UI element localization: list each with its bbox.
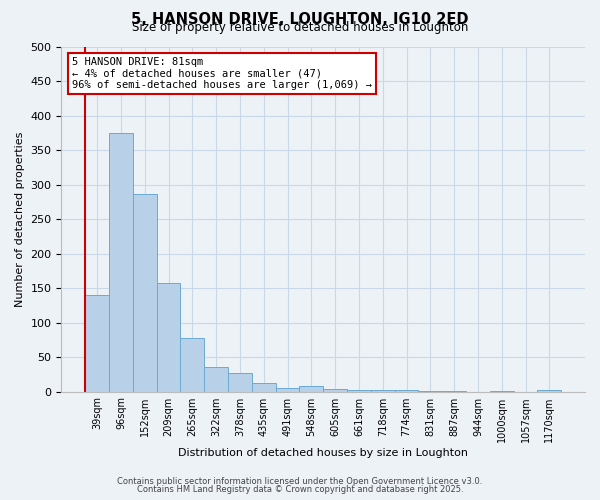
Text: 5 HANSON DRIVE: 81sqm
← 4% of detached houses are smaller (47)
96% of semi-detac: 5 HANSON DRIVE: 81sqm ← 4% of detached h… xyxy=(72,57,372,90)
Bar xyxy=(371,390,395,392)
Bar xyxy=(228,373,252,392)
Bar xyxy=(181,338,204,392)
Bar xyxy=(538,390,561,392)
Bar xyxy=(85,295,109,392)
Text: Contains public sector information licensed under the Open Government Licence v3: Contains public sector information licen… xyxy=(118,477,482,486)
Bar xyxy=(109,133,133,392)
Bar xyxy=(490,391,514,392)
Bar xyxy=(275,388,299,392)
Bar xyxy=(252,384,275,392)
Bar xyxy=(442,391,466,392)
Text: 5, HANSON DRIVE, LOUGHTON, IG10 2ED: 5, HANSON DRIVE, LOUGHTON, IG10 2ED xyxy=(131,12,469,26)
Bar xyxy=(323,389,347,392)
Bar xyxy=(157,282,181,392)
Y-axis label: Number of detached properties: Number of detached properties xyxy=(15,132,25,306)
Bar xyxy=(204,366,228,392)
Text: Size of property relative to detached houses in Loughton: Size of property relative to detached ho… xyxy=(132,22,468,35)
Bar xyxy=(347,390,371,392)
Bar xyxy=(395,390,418,392)
Bar xyxy=(299,386,323,392)
Bar xyxy=(133,194,157,392)
Bar xyxy=(418,391,442,392)
X-axis label: Distribution of detached houses by size in Loughton: Distribution of detached houses by size … xyxy=(178,448,468,458)
Text: Contains HM Land Registry data © Crown copyright and database right 2025.: Contains HM Land Registry data © Crown c… xyxy=(137,484,463,494)
